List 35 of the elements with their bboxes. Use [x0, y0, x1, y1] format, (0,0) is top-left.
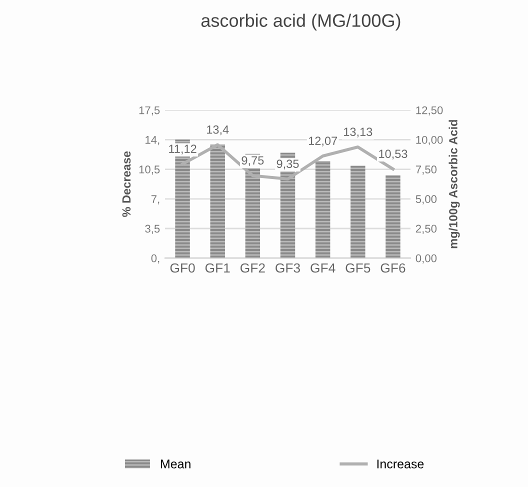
- y-tick-label: 7,: [151, 195, 160, 204]
- legend-label: Mean: [160, 460, 190, 468]
- data-label: 11,12: [169, 144, 196, 154]
- y-tick-label: 17,5: [139, 106, 160, 116]
- x-tick-label: GF0: [170, 263, 195, 273]
- y-tick-label: 14,: [146, 136, 160, 146]
- x-tick-label: GF5: [346, 263, 370, 273]
- legend-label: Increase: [377, 460, 424, 468]
- x-tick-label: GF2: [240, 263, 265, 273]
- bar: [386, 175, 400, 258]
- data-label: 12,07: [308, 136, 338, 146]
- x-tick-label: GF3: [276, 263, 300, 273]
- y2-tick-label: 0,00: [416, 254, 437, 264]
- y-tick-label: 10,5: [139, 166, 160, 175]
- bar: [315, 160, 330, 258]
- x-tick-label: GF1: [205, 263, 230, 273]
- y2-tick-label: 5,00: [416, 195, 437, 204]
- y-axis-title: % Decrease: [122, 151, 131, 217]
- y2-tick-label: 2,50: [416, 224, 437, 234]
- y2-tick-label: 7,50: [416, 166, 437, 175]
- bar: [350, 166, 366, 258]
- bar: [210, 144, 225, 258]
- data-label: 10,53: [379, 150, 408, 160]
- data-label: 9,75: [242, 156, 264, 166]
- data-label: 9,35: [276, 160, 299, 170]
- data-label: 13,13: [344, 128, 372, 138]
- y-tick-label: 0,: [151, 254, 160, 264]
- y2-tick-label: 12,50: [416, 106, 443, 116]
- y-tick-label: 3,5: [145, 224, 160, 234]
- y2-axis-title: mg/100g Ascorbic Acid: [448, 120, 460, 248]
- x-tick-label: GF6: [380, 263, 406, 273]
- x-tick-label: GF4: [310, 263, 336, 273]
- y2-tick-label: 10,00: [416, 136, 443, 146]
- data-label: 13,4: [207, 125, 229, 136]
- chart-title: ascorbic acid (MG/100G): [201, 14, 400, 31]
